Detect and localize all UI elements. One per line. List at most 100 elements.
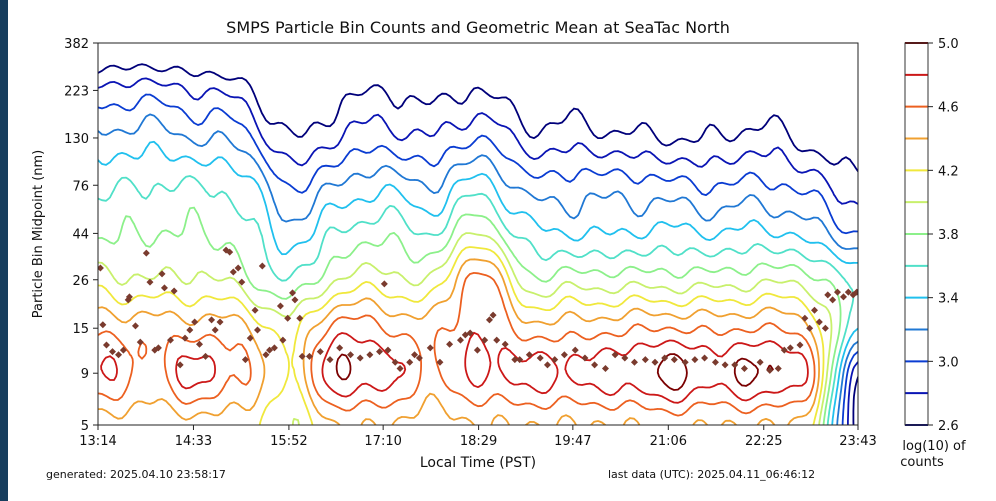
colorbar-label-line2: counts: [900, 455, 944, 470]
geometric-mean-point: [601, 364, 609, 372]
geometric-mean-point: [131, 322, 139, 330]
geometric-mean-point: [98, 264, 104, 272]
y-tick-label: 5: [81, 419, 89, 434]
geometric-mean-point: [119, 346, 127, 354]
geometric-mean-point: [366, 351, 374, 359]
y-axis-label: Particle Bin Midpoint (nm): [31, 150, 46, 318]
y-tick-label: 223: [64, 84, 89, 99]
y-tick-label: 9: [81, 367, 89, 382]
geometric-mean-point: [202, 352, 210, 360]
geometric-mean-point: [336, 344, 344, 352]
x-axis: 13:14 14:33 15:52 17:10 18:29 19:47 21:06 22:25…: [79, 425, 877, 449]
geometric-mean-point: [536, 354, 544, 362]
geometric-mean-point: [296, 314, 304, 322]
geometric-mean-point: [731, 361, 739, 369]
geometric-mean-point: [493, 336, 501, 344]
geometric-mean-point: [670, 356, 678, 364]
geometric-mean-point: [611, 351, 619, 359]
geometric-mean-point: [246, 334, 254, 342]
geometric-mean-point: [108, 348, 116, 356]
geometric-mean-point: [396, 364, 404, 372]
geometric-mean-point: [740, 364, 748, 372]
geometric-mean-point: [821, 324, 829, 332]
geometric-mean-point: [501, 340, 509, 348]
geometric-mean-point: [195, 340, 203, 348]
geometric-mean-point: [216, 318, 224, 326]
geometric-mean-point: [262, 351, 270, 359]
contour-level-2-6: [98, 63, 858, 425]
window-edge: [0, 0, 8, 501]
contour-level-4-4: [98, 258, 820, 425]
contour-level-3-4: [98, 140, 858, 425]
geometric-mean-point: [681, 358, 689, 366]
geometric-mean-point: [591, 361, 599, 369]
geometric-mean-point: [701, 354, 709, 362]
colorbar-tick-label: 4.6: [938, 101, 959, 116]
geometric-mean-point: [279, 336, 287, 344]
geometric-mean-points: [98, 246, 858, 374]
geometric-mean-point: [651, 358, 659, 366]
geometric-mean-point: [436, 358, 444, 366]
geometric-mean-point: [226, 248, 234, 256]
geometric-mean-point: [411, 351, 419, 359]
geometric-mean-point: [211, 326, 219, 334]
geometric-mean-point: [229, 268, 237, 276]
geometric-mean-point: [158, 270, 166, 278]
geometric-mean-point: [481, 336, 489, 344]
geometric-mean-point: [774, 364, 782, 372]
geometric-mean-point: [170, 287, 178, 295]
colorbar-tick-label: 3.4: [938, 292, 959, 307]
geometric-mean-point: [456, 336, 464, 344]
geometric-mean-point: [853, 288, 858, 296]
geometric-mean-point: [571, 346, 579, 354]
geometric-mean-point: [181, 334, 189, 342]
x-tick-label: 21:06: [650, 434, 687, 449]
x-tick-label: 15:52: [270, 434, 307, 449]
geometric-mean-point: [560, 351, 568, 359]
geometric-mean-point: [824, 291, 832, 299]
geometric-mean-point: [142, 249, 150, 257]
chart-title: SMPS Particle Bin Counts and Geometric M…: [226, 18, 730, 37]
geometric-mean-point: [796, 341, 804, 349]
contour-level-4-8: [100, 331, 809, 404]
geometric-mean-point: [102, 341, 110, 349]
geometric-mean-point: [289, 289, 297, 297]
geometric-mean-point: [238, 278, 246, 286]
geometric-mean-point: [621, 354, 629, 362]
plot-frame: [97, 42, 859, 426]
geometric-mean-point: [146, 278, 154, 286]
geometric-mean-point: [801, 314, 809, 322]
geometric-mean-point: [154, 344, 162, 352]
x-tick-label: 23:43: [839, 434, 876, 449]
geometric-mean-point: [406, 358, 414, 366]
colorbar-tick-label: 3.8: [938, 228, 959, 243]
y-tick-label: 382: [64, 37, 89, 52]
contour-level-2-8: [98, 77, 858, 425]
geometric-mean-point: [258, 262, 266, 270]
contour-level-4-2: [98, 246, 825, 425]
colorbar-tick-label: 4.2: [938, 164, 959, 179]
geometric-mean-point: [326, 356, 334, 364]
geometric-mean-point: [543, 361, 551, 369]
geometric-mean-point: [115, 351, 123, 359]
geometric-mean-point: [266, 346, 274, 354]
contour-level-4: [98, 232, 833, 425]
geometric-mean-point: [721, 361, 729, 369]
geometric-mean-point: [840, 293, 848, 301]
contour-level-3-6: [98, 175, 855, 425]
geometric-mean-point: [844, 288, 852, 296]
geometric-mean-point: [516, 356, 524, 364]
geometric-mean-point: [191, 318, 199, 326]
x-tick-label: 17:10: [364, 434, 401, 449]
y-tick-label: 15: [72, 322, 89, 337]
contour-level-3-8: [98, 206, 842, 425]
geometric-mean-point: [780, 346, 788, 354]
y-tick-label: 130: [64, 132, 89, 147]
geometric-mean-point: [756, 358, 764, 366]
geometric-mean-point: [305, 352, 313, 360]
geometric-mean-point: [291, 296, 299, 304]
x-tick-label: 22:25: [745, 434, 782, 449]
colorbar-tick-label: 3.0: [938, 355, 959, 370]
geometric-mean-point: [661, 354, 669, 362]
